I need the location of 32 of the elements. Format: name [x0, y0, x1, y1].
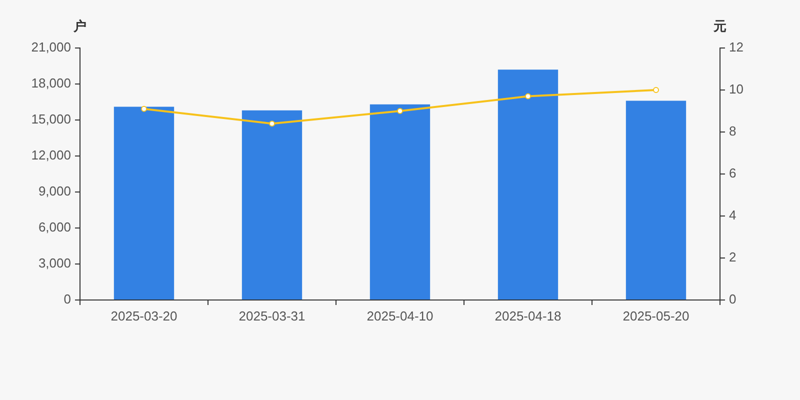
x-tick-label: 2025-03-20 — [110, 308, 178, 324]
point — [653, 87, 659, 93]
y-tick-label: 12,000 — [31, 148, 71, 163]
point — [141, 106, 147, 112]
y-tick-label: 0 — [64, 292, 71, 307]
x-tick-label: 2025-05-20 — [622, 308, 690, 324]
y-tick-label: 3,000 — [38, 256, 71, 271]
bar — [626, 100, 686, 300]
y-tick-label: 15,000 — [31, 112, 71, 127]
y-tick-label: 18,000 — [31, 76, 71, 91]
y2-tick-label: 6 — [729, 166, 736, 181]
y-axis-title: 户 — [72, 18, 86, 34]
y-tick-label: 9,000 — [38, 184, 71, 199]
y-tick-label: 6,000 — [38, 220, 71, 235]
point — [525, 93, 531, 100]
y-tick-label: 21,000 — [31, 40, 71, 55]
bar — [370, 104, 430, 300]
x-tick-label: 2025-04-10 — [366, 308, 434, 324]
y2-tick-label: 2 — [729, 250, 736, 265]
y2-tick-label: 4 — [729, 208, 736, 223]
bar — [242, 110, 302, 300]
x-tick-label: 2025-03-31 — [238, 308, 306, 324]
y2-tick-label: 0 — [729, 292, 736, 307]
y2-tick-label: 8 — [729, 124, 736, 139]
bar — [114, 106, 174, 300]
point — [397, 108, 403, 114]
y2-axis-title: 元 — [712, 18, 726, 34]
bar — [498, 70, 558, 300]
x-tick-label: 2025-04-18 — [494, 308, 562, 324]
y2-tick-label: 12 — [729, 40, 744, 55]
y2-tick-label: 10 — [729, 82, 744, 97]
point — [269, 120, 275, 127]
